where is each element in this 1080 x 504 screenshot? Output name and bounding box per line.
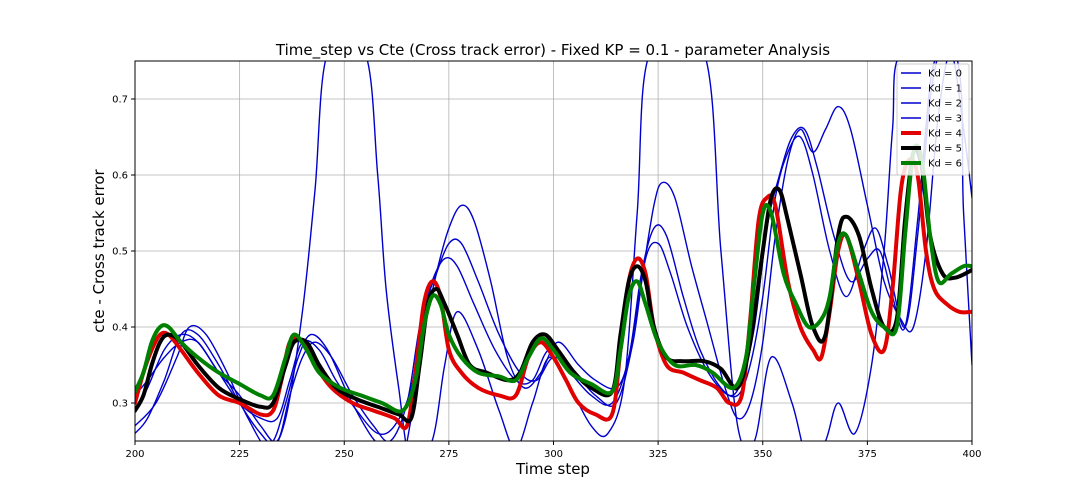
x-tick-label: 200 — [125, 449, 144, 460]
x-tick-label: 350 — [753, 449, 772, 460]
y-tick-label: 0.6 — [112, 171, 128, 182]
x-tick-label: 250 — [335, 449, 354, 460]
x-tick-label: 225 — [230, 449, 249, 460]
legend-label: Kd = 2 — [928, 99, 962, 110]
y-axis-label: cte - Cross track error — [90, 168, 108, 332]
y-tick-label: 0.3 — [112, 399, 128, 410]
legend-label: Kd = 1 — [928, 84, 962, 95]
y-tick-label: 0.5 — [112, 247, 128, 258]
y-tick-label: 0.4 — [112, 323, 128, 334]
series-line-kd-5 — [135, 146, 972, 424]
series-line-kd-6 — [135, 143, 972, 414]
legend-label: Kd = 5 — [928, 144, 962, 155]
legend: Kd = 0 Kd = 1 Kd = 2 Kd = 3 Kd = 4 Kd = 5 Kd =… — [896, 63, 970, 176]
legend-label: Kd = 4 — [928, 129, 962, 140]
tick-layer: 200 225 250 275 300 325 350 375 400 0.3 0.4 0.5 0.6 0… — [112, 95, 981, 461]
series-line-kd-1 — [135, 61, 972, 441]
legend-label: Kd = 6 — [928, 159, 962, 170]
x-axis-label: Time step — [515, 460, 590, 478]
x-tick-label: 325 — [649, 449, 668, 460]
chart-title: Time_step vs Cte (Cross track error) - F… — [275, 41, 830, 60]
x-tick-label: 375 — [858, 449, 877, 460]
x-tick-label: 400 — [962, 449, 981, 460]
legend-label: Kd = 0 — [928, 69, 962, 80]
legend-label: Kd = 3 — [928, 114, 962, 125]
x-tick-label: 275 — [439, 449, 458, 460]
x-tick-label: 300 — [544, 449, 563, 460]
y-tick-label: 0.7 — [112, 95, 128, 106]
series-layer — [135, 61, 972, 441]
